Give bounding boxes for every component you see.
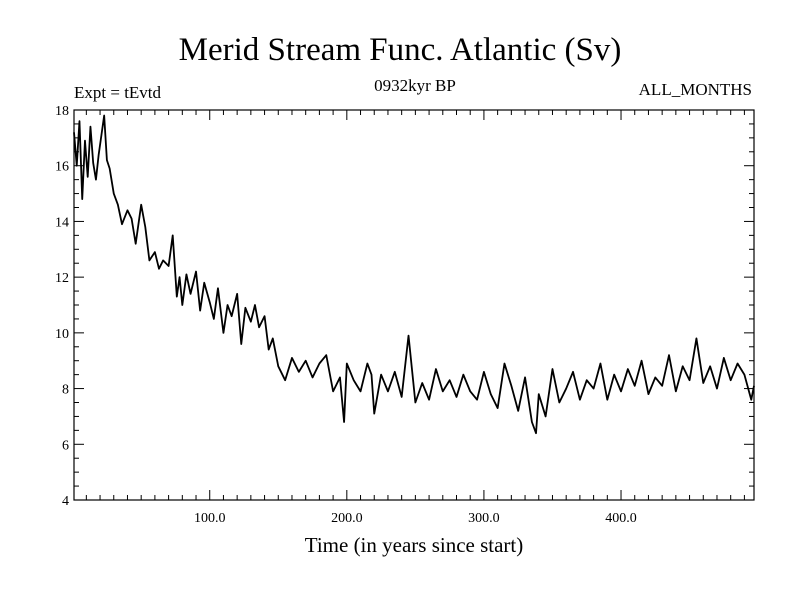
x-tick-label: 200.0 (331, 511, 363, 526)
y-tick-label: 8 (62, 383, 69, 398)
y-tick-label: 14 (55, 215, 69, 230)
x-tick-label: 300.0 (468, 511, 500, 526)
months-label: ALL_MONTHS (638, 80, 752, 99)
x-tick-label: 100.0 (194, 511, 226, 526)
plot-frame (73, 109, 755, 501)
y-tick-label: 16 (55, 160, 69, 175)
y-tick-label: 6 (62, 438, 69, 453)
chart-subtitle: 0932kyr BP (374, 76, 456, 95)
y-tick-label: 12 (55, 271, 69, 286)
y-tick-label: 10 (55, 327, 69, 342)
x-axis-label: Time (in years since start) (304, 533, 524, 557)
experiment-label: Expt = tEvtd (74, 83, 162, 102)
y-tick-label: 4 (62, 494, 69, 509)
chart-title: Merid Stream Func. Atlantic (Sv) (178, 32, 622, 68)
series-line (73, 114, 755, 435)
x-tick-label: 400.0 (605, 511, 637, 526)
y-tick-label: 18 (55, 104, 69, 119)
